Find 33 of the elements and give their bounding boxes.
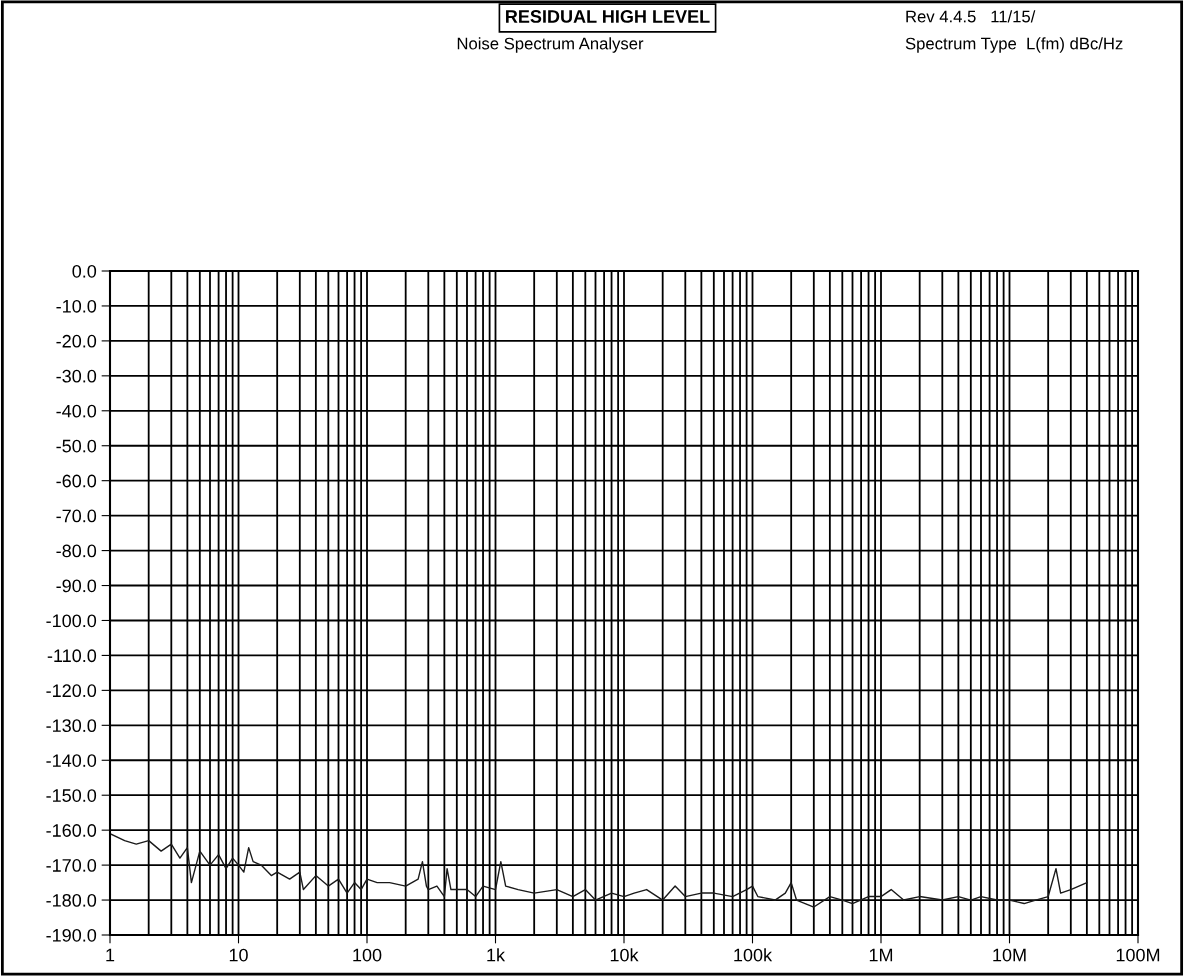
y-tick-label: -180.0 [46, 893, 97, 907]
y-tick-label: -120.0 [46, 684, 97, 698]
chart-subtitle: Noise Spectrum Analyser [457, 37, 644, 53]
text: Spectrum Type L(fm) dBc/Hz [905, 37, 1123, 53]
y-tick-label: -160.0 [46, 824, 97, 837]
y-tick-label: -190.0 [46, 928, 97, 942]
y-tick-label: -70.0 [56, 509, 97, 523]
x-tick-label: 10k [610, 948, 639, 962]
x-tick-label: 100 [353, 948, 382, 962]
y-tick-label: -170.0 [46, 859, 97, 872]
y-tick-label: -50.0 [56, 439, 97, 453]
text: Rev 4.4.5 11/15/ [906, 10, 1036, 23]
y-tick-label: -150.0 [46, 789, 97, 802]
y-tick-label: -20.0 [56, 334, 97, 348]
y-tick-label: -40.0 [56, 404, 97, 418]
y-tick-label: 0.0 [72, 264, 97, 278]
x-tick-label: 100k [734, 948, 773, 962]
x-tick-label: 10M [993, 948, 1026, 962]
y-tick-label: -140.0 [46, 754, 97, 767]
y-tick-label: -60.0 [56, 474, 97, 488]
y-tick-label: -130.0 [46, 719, 97, 733]
y-tick-label: -90.0 [56, 579, 97, 593]
x-tick-label: 1k [487, 948, 506, 962]
y-tick-label: -100.0 [46, 614, 97, 628]
x-tick-label: 1 [106, 948, 115, 962]
x-tick-label: 1M [869, 948, 893, 962]
y-tick-label: -110.0 [47, 649, 97, 663]
x-tick-label: 100M [1116, 948, 1160, 962]
y-tick-label: -30.0 [56, 369, 97, 383]
y-tick-label: -10.0 [56, 299, 97, 313]
x-tick-label: 10 [229, 948, 248, 962]
y-tick-label: -80.0 [56, 544, 97, 558]
chart-title: RESIDUAL HIGH LEVEL [506, 10, 710, 23]
